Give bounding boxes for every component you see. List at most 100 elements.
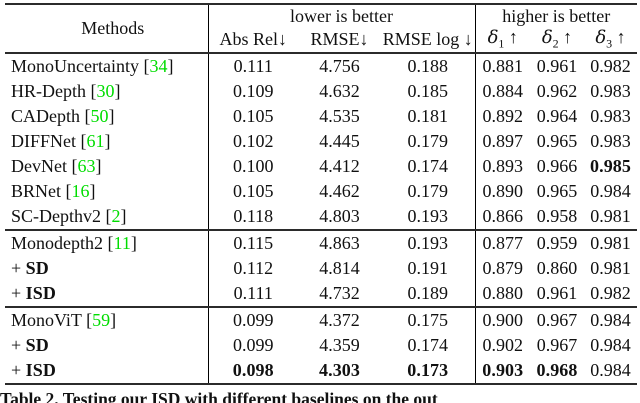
table-row: + SD 0.112 4.814 0.191 0.879 0.860 0.981	[5, 255, 637, 281]
table-caption: Table 2. Testing our ISD with different …	[0, 389, 438, 403]
metric-value: 0.965	[536, 180, 578, 201]
metric-value: 4.462	[319, 180, 360, 201]
header-group-lower: lower is better	[290, 5, 393, 26]
metric-value: 0.983	[590, 80, 631, 101]
metric-value: 0.179	[407, 130, 449, 151]
paper-table-page: { "table": { "header": { "methods_label"…	[0, 3, 640, 403]
metric-value: 0.175	[381, 305, 475, 333]
metric-value: 0.193	[407, 205, 449, 226]
metric-value-best: 0.903	[474, 357, 530, 384]
metric-value: 0.099	[208, 305, 298, 333]
header-delta1: δ1 ↑	[474, 27, 530, 54]
metric-value: 0.866	[474, 203, 530, 230]
header-rmse: RMSE↓	[298, 27, 381, 54]
table-row: MonoViT [59] 0.099 4.372 0.175 0.900 0.9…	[5, 305, 637, 333]
metric-value: 4.372	[298, 305, 381, 333]
header-delta3: δ3 ↑	[584, 27, 637, 54]
citation-link[interactable]: 11	[113, 232, 131, 253]
metric-value: 0.109	[233, 80, 274, 101]
method-label: + ISD	[5, 357, 209, 384]
header-rmse-log: RMSE log ↓	[381, 27, 475, 54]
metric-value: 0.181	[407, 105, 449, 126]
citation-link[interactable]: 2	[111, 205, 121, 226]
metric-value: 0.191	[407, 257, 449, 278]
metric-value-best: 4.303	[319, 359, 360, 380]
metric-value: 0.893	[474, 153, 530, 179]
metric-value: 0.174	[407, 155, 449, 176]
method-label: MonoViT [59]	[5, 305, 209, 333]
metric-value: 0.984	[584, 305, 637, 333]
metric-value-best: 0.098	[232, 359, 274, 380]
metric-value: 4.863	[298, 228, 381, 256]
up-arrow-icon: ↑	[616, 27, 626, 47]
header-delta2: δ2 ↑	[530, 27, 584, 54]
table-row: BRNet [16] 0.105 4.462 0.179 0.890 0.965…	[5, 178, 637, 204]
metric-value: 0.099	[233, 334, 274, 355]
metric-value: 0.902	[474, 332, 530, 358]
metric-value: 0.879	[474, 255, 530, 281]
metric-value: 0.877	[474, 228, 530, 256]
metric-value: 0.193	[381, 228, 475, 256]
table-header: Methods lower is better higher is better…	[5, 4, 637, 54]
table-row: HR-Depth [30] 0.109 4.632 0.185 0.884 0.…	[5, 78, 637, 104]
table-row: + SD 0.099 4.359 0.174 0.902 0.967 0.984	[5, 332, 637, 358]
metric-value: 0.984	[590, 334, 631, 355]
metric-value: 0.984	[590, 359, 631, 380]
citation-link[interactable]: 63	[77, 155, 96, 176]
citation-link[interactable]: 50	[90, 105, 109, 126]
metric-value: 0.982	[590, 282, 631, 303]
table-row: Monodepth2 [11] 0.115 4.863 0.193 0.877 …	[5, 228, 637, 256]
metric-value: 4.732	[319, 282, 360, 303]
method-label: + SD	[5, 332, 209, 358]
method-label: HR-Depth [30]	[5, 78, 209, 104]
results-table: Methods lower is better higher is better…	[5, 3, 637, 385]
header-methods: Methods	[5, 4, 209, 54]
metric-value: 4.632	[319, 80, 360, 101]
metric-value: 4.814	[319, 257, 360, 278]
metric-value: 0.984	[590, 180, 631, 201]
metric-value: 0.188	[407, 55, 449, 76]
metric-value: 4.756	[319, 55, 360, 76]
table-row: + ISD 0.098 4.303 0.173 0.903 0.968 0.98…	[5, 357, 637, 384]
metric-value: 0.961	[536, 55, 578, 76]
citation-link[interactable]: 61	[86, 130, 105, 151]
metric-value: 0.900	[474, 305, 530, 333]
metric-value: 0.892	[474, 103, 530, 129]
metric-value-best: 0.173	[407, 359, 449, 380]
citation-link[interactable]: 30	[96, 80, 115, 101]
metric-value: 0.189	[407, 282, 449, 303]
metric-value: 0.958	[536, 205, 578, 226]
method-label: + ISD	[5, 280, 209, 307]
metric-value: 4.803	[319, 205, 360, 226]
table-row: SC-Depthv2 [2] 0.118 4.803 0.193 0.866 0…	[5, 203, 637, 230]
metric-value: 0.967	[536, 334, 578, 355]
metric-value: 4.412	[319, 155, 360, 176]
table-row: CADepth [50] 0.105 4.535 0.181 0.892 0.9…	[5, 103, 637, 129]
citation-link[interactable]: 34	[149, 55, 168, 76]
metric-value: 4.359	[319, 334, 360, 355]
header-group-higher: higher is better	[474, 4, 637, 27]
method-label: BRNet [16]	[5, 178, 209, 204]
metric-value: 0.966	[536, 155, 578, 176]
method-label: DevNet [63]	[5, 153, 209, 179]
metric-value: 0.964	[536, 105, 578, 126]
citation-link[interactable]: 59	[92, 309, 111, 330]
metric-value: 0.965	[536, 130, 578, 151]
up-arrow-icon: ↑	[563, 27, 573, 47]
method-label: Monodepth2 [11]	[5, 228, 209, 256]
method-label: DIFFNet [61]	[5, 128, 209, 154]
metric-value: 0.111	[233, 55, 273, 76]
metric-value: 0.185	[407, 80, 449, 101]
metric-value: 0.981	[584, 228, 637, 256]
metric-value: 0.105	[233, 105, 274, 126]
metric-value: 0.959	[530, 228, 584, 256]
metric-value: 0.961	[536, 282, 578, 303]
citation-link[interactable]: 16	[71, 180, 90, 201]
metric-value: 0.967	[530, 305, 584, 333]
table-row: + ISD 0.111 4.732 0.189 0.880 0.961 0.98…	[5, 280, 637, 307]
metric-value: 0.102	[233, 130, 274, 151]
method-label: MonoUncertainty [34]	[5, 52, 209, 79]
metric-value: 0.981	[590, 257, 631, 278]
metric-value: 0.860	[536, 257, 578, 278]
table-row: DIFFNet [61] 0.102 4.445 0.179 0.897 0.9…	[5, 128, 637, 154]
